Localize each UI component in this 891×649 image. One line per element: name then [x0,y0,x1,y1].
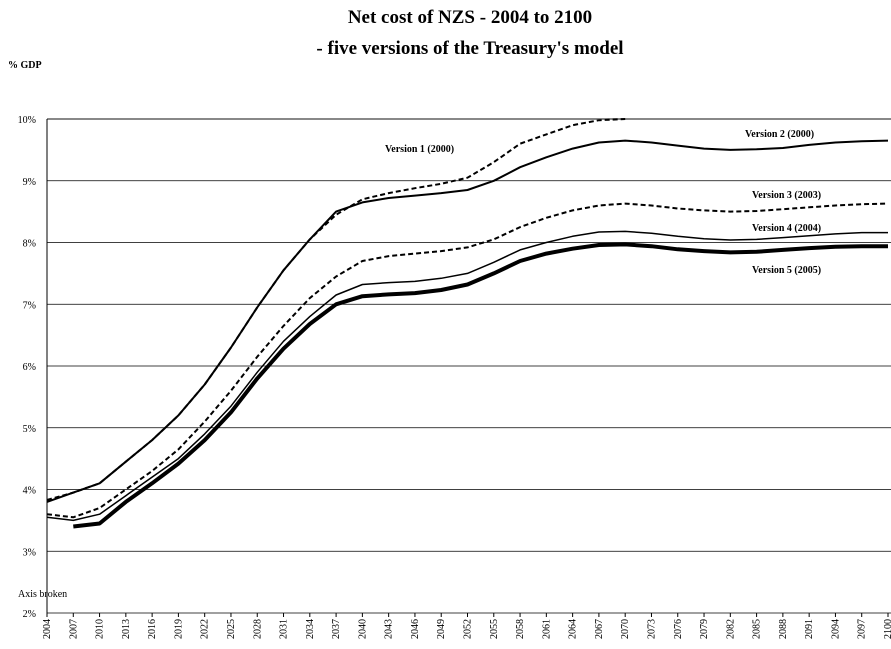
x-tick-label: 2043 [384,619,395,639]
y-tick-label: 8% [23,239,36,250]
y-tick-label: 10% [18,115,36,126]
x-tick-label: 2067 [594,619,605,639]
y-tick-label: 2% [23,609,36,620]
series-line [46,118,626,501]
series-line [46,202,889,519]
annotation: Axis broken [18,589,67,600]
y-tick-label: 9% [23,177,36,188]
x-tick-label: 2010 [95,619,106,639]
series-label: Version 3 (2003) [752,190,821,201]
y-tick-label: 5% [23,424,36,435]
x-tick-label: 2091 [804,619,815,639]
y-tick-label: 3% [23,547,36,558]
x-tick-label: 2019 [173,619,184,639]
x-tick-label: 2064 [568,619,579,639]
x-tick-label: 2088 [778,619,789,639]
y-tick-label: 6% [23,362,36,373]
x-tick-label: 2013 [121,619,132,639]
x-tick-label: 2037 [331,619,342,639]
x-tick-label: 2007 [68,619,79,639]
x-tick-label: 2016 [147,619,158,639]
x-tick-label: 2100 [883,619,891,639]
x-tick-label: 2049 [436,619,447,639]
x-tick-label: 2082 [725,619,736,639]
chart-subtitle: - five versions of the Treasury's model [316,38,623,59]
x-tick-label: 2025 [226,619,237,639]
series-line [46,139,889,503]
x-tick-label: 2061 [541,619,552,639]
x-tick-label: 2055 [489,619,500,639]
x-tick-label: 2058 [515,619,526,639]
series-label: Version 5 (2005) [752,265,821,276]
x-tick-label: 2070 [620,619,631,639]
y-axis-label: % GDP [8,60,42,71]
x-tick-label: 2031 [279,619,290,639]
y-tick-label: 4% [23,486,36,497]
series-label: Version 2 (2000) [745,129,814,140]
x-tick-label: 2085 [752,619,763,639]
x-tick-label: 2028 [252,619,263,639]
chart-title: Net cost of NZS - 2004 to 2100 [348,7,592,28]
x-tick-label: 2040 [357,619,368,639]
x-tick-label: 2076 [673,619,684,639]
series-line [73,242,888,529]
x-tick-label: 2046 [410,619,421,639]
series-label: Version 4 (2004) [752,223,821,234]
y-tick-label: 7% [23,300,36,311]
x-tick-label: 2034 [305,619,316,639]
series-label: Version 1 (2000) [385,144,454,155]
x-tick-label: 2073 [646,619,657,639]
x-tick-label: 2004 [42,619,53,639]
x-tick-label: 2094 [830,619,841,639]
x-tick-label: 2052 [463,619,474,639]
x-tick-label: 2097 [857,619,868,639]
series-line [46,230,888,522]
x-tick-label: 2079 [699,619,710,639]
x-tick-label: 2022 [200,619,211,639]
